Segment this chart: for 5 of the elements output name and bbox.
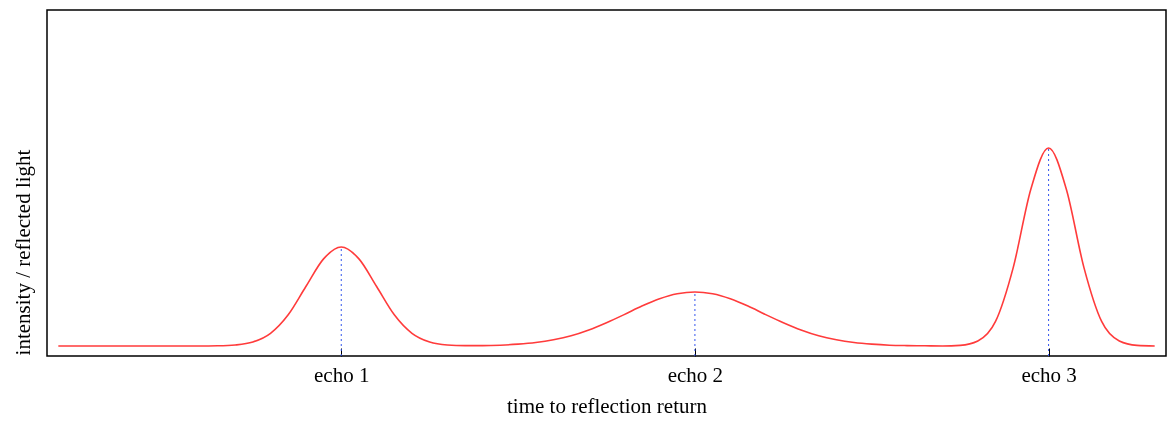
x-tick-label: echo 1: [314, 362, 370, 387]
y-axis-title: intensity / reflected light: [10, 149, 35, 356]
x-tick-label: echo 2: [667, 362, 724, 387]
x-tick-label: echo 3: [1021, 362, 1077, 387]
x-axis-title: time to reflection return: [506, 393, 708, 418]
